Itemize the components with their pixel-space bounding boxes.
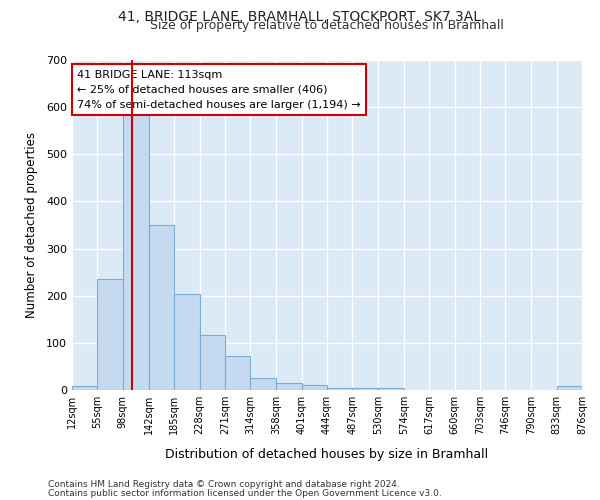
Text: 41 BRIDGE LANE: 113sqm
← 25% of detached houses are smaller (406)
74% of semi-de: 41 BRIDGE LANE: 113sqm ← 25% of detached… bbox=[77, 70, 361, 110]
Bar bbox=[276, 384, 302, 390]
Bar bbox=[352, 388, 378, 390]
Bar bbox=[378, 388, 404, 390]
X-axis label: Distribution of detached houses by size in Bramhall: Distribution of detached houses by size … bbox=[166, 448, 488, 461]
Y-axis label: Number of detached properties: Number of detached properties bbox=[25, 132, 38, 318]
Bar bbox=[123, 112, 149, 390]
Bar bbox=[225, 356, 250, 390]
Bar bbox=[97, 279, 123, 390]
Bar bbox=[327, 388, 352, 390]
Text: Contains HM Land Registry data © Crown copyright and database right 2024.: Contains HM Land Registry data © Crown c… bbox=[48, 480, 400, 489]
Bar bbox=[149, 225, 174, 390]
Bar bbox=[302, 386, 327, 390]
Title: Size of property relative to detached houses in Bramhall: Size of property relative to detached ho… bbox=[150, 20, 504, 32]
Bar bbox=[250, 378, 276, 390]
Bar bbox=[199, 336, 225, 390]
Bar bbox=[557, 386, 582, 390]
Text: 41, BRIDGE LANE, BRAMHALL, STOCKPORT, SK7 3AL: 41, BRIDGE LANE, BRAMHALL, STOCKPORT, SK… bbox=[119, 10, 482, 24]
Text: Contains public sector information licensed under the Open Government Licence v3: Contains public sector information licen… bbox=[48, 488, 442, 498]
Bar bbox=[174, 294, 199, 390]
Bar bbox=[72, 386, 97, 390]
